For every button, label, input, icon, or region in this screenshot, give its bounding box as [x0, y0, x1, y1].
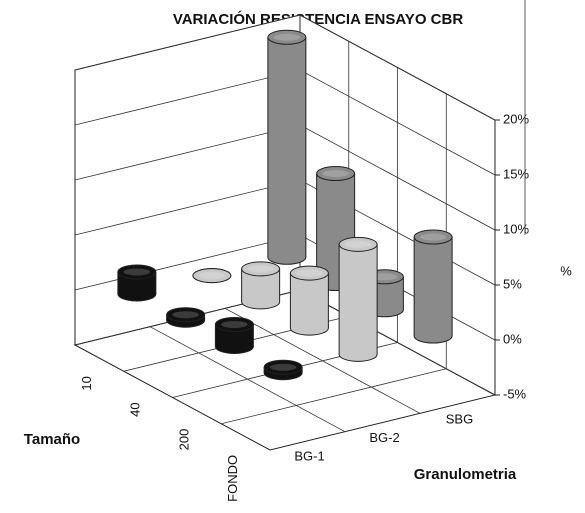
cylinder-top	[241, 261, 281, 277]
cylinder-body	[414, 237, 453, 337]
cylinder-highlight	[221, 320, 248, 328]
cylinder-highlight	[296, 269, 323, 277]
y-tick-label: -5%	[503, 386, 527, 401]
y-tick-label: 0%	[503, 331, 522, 346]
y-axis-title: %	[560, 263, 572, 278]
z-tick-label: BG-1	[294, 448, 324, 463]
chart-title: VARIACIÓN RESISTENCIA ENSAYO CBR	[173, 10, 463, 28]
cylinder-top	[289, 265, 329, 281]
cylinder	[241, 261, 281, 310]
cylinder-highlight	[344, 240, 372, 248]
cylinder	[338, 236, 378, 362]
x-tick-label: FONDO	[225, 455, 240, 502]
cylinder-highlight	[371, 273, 398, 281]
cylinder-top	[413, 229, 453, 245]
cylinder-body	[290, 273, 329, 329]
cylinder-top	[166, 307, 206, 323]
cylinder	[267, 29, 307, 265]
y-tick-label: 20%	[503, 111, 529, 126]
cylinder-top	[316, 166, 356, 182]
cylinder	[192, 268, 232, 284]
cylinder-highlight	[123, 268, 151, 276]
cylinder-highlight	[247, 265, 274, 273]
x-axis-title: Tamaño	[24, 431, 80, 448]
cylinder-top	[117, 264, 157, 280]
x-tick-label: 40	[128, 402, 143, 416]
cylinder	[263, 359, 303, 381]
cylinder	[413, 229, 453, 344]
cylinder-highlight	[269, 363, 297, 371]
cylinder-top	[338, 236, 378, 252]
y-tick-label: 5%	[503, 276, 522, 291]
cylinder	[214, 316, 254, 354]
cylinder-highlight	[419, 233, 447, 241]
cylinder	[166, 307, 206, 328]
cylinder-highlight	[172, 311, 199, 319]
cylinder-body	[267, 37, 306, 258]
floor-line	[221, 368, 447, 425]
cylinder-top	[192, 268, 232, 284]
cylinder-highlight	[322, 170, 349, 178]
y-tick-label: 10%	[503, 221, 529, 236]
cylinder-top	[214, 316, 254, 332]
cylinder-highlight	[198, 272, 226, 280]
cylinder-body	[339, 244, 378, 355]
z-axis-title: Granulometria	[414, 466, 517, 483]
cylinder	[117, 264, 157, 302]
z-tick-label: BG-2	[369, 430, 399, 445]
z-tick-label: SBG	[446, 412, 473, 427]
cylinder-top	[263, 359, 303, 375]
cylinder	[289, 265, 329, 336]
cylinder-highlight	[273, 33, 301, 41]
y-tick-label: 15%	[503, 166, 529, 181]
cylinder-top	[267, 29, 307, 45]
x-tick-label: 10	[79, 376, 94, 390]
x-tick-label: 200	[176, 429, 191, 451]
